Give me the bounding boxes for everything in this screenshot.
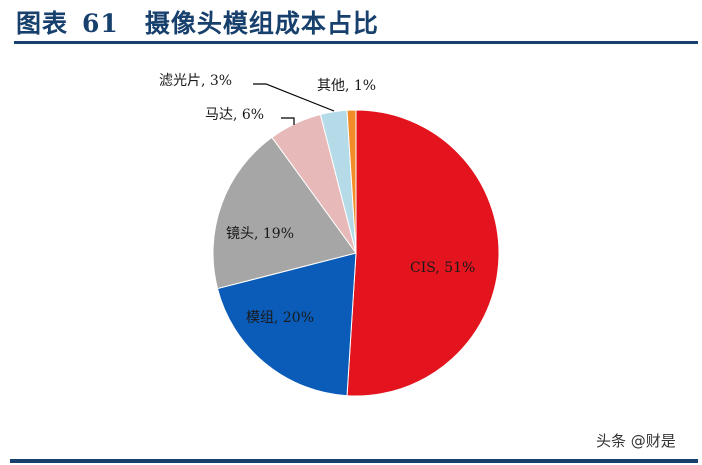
pie-slice: [346, 109, 500, 397]
label-other: 其他, 1%: [317, 78, 376, 94]
pie-slice: [216, 252, 357, 397]
leader-line-motor: [281, 117, 295, 125]
chart-title: 摄像头模组成本占比: [144, 9, 379, 38]
pie-slices: [212, 109, 500, 397]
page-title: 图表 61 摄像头模组成本占比: [16, 4, 379, 40]
figure-label: 图表: [16, 9, 69, 38]
label-motor: 马达, 6%: [205, 107, 264, 123]
top-divider: [14, 41, 698, 44]
pie-slice: [212, 136, 357, 290]
watermark: 头条 @财是: [596, 432, 676, 450]
label-lens: 镜头, 19%: [226, 226, 294, 242]
label-module: 模组, 20%: [246, 310, 314, 326]
label-cis: CIS, 51%: [410, 260, 475, 276]
label-filter: 滤光片, 3%: [159, 73, 232, 89]
figure-number: 61: [82, 9, 119, 38]
pie-slice: [346, 109, 357, 254]
leader-line-filter: [253, 83, 335, 112]
bottom-divider: [10, 459, 698, 463]
